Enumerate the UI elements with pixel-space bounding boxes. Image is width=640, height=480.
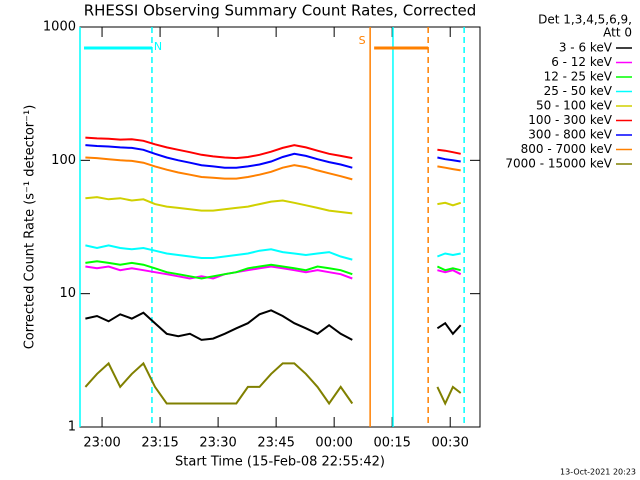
header: Det 1,3,4,5,6,9,: [538, 13, 632, 27]
flag-label: S: [359, 34, 366, 47]
x-tick-label: 23:00: [83, 436, 120, 451]
chart-title: RHESSI Observing Summary Count Rates, Co…: [84, 2, 477, 20]
header: Att 0: [603, 26, 632, 40]
x-tick-label: 00:30: [431, 436, 468, 451]
x-axis-label: Start Time (15-Feb-08 22:55:42): [175, 455, 385, 470]
series-line: [85, 265, 462, 280]
legend-label: 12 - 25 keV: [544, 70, 613, 84]
x-tick-label: 23:30: [199, 436, 236, 451]
footer: 13-Oct-2021 20:23: [560, 468, 636, 477]
series-line: [85, 156, 461, 181]
legend-label: 800 - 7000 keV: [521, 142, 613, 156]
series-line: [84, 361, 462, 406]
series-line: [85, 144, 461, 169]
x-tick-label: 23:15: [141, 436, 178, 451]
legend-label: 25 - 50 keV: [544, 84, 613, 98]
y-tick-label: 1: [68, 420, 76, 435]
x-tick-label: 00:15: [373, 436, 410, 451]
y-tick-label: 1000: [43, 20, 76, 35]
legend-label: 3 - 6 keV: [559, 41, 613, 55]
y-tick-label: 10: [59, 286, 76, 301]
legend-label: 6 - 12 keV: [551, 55, 613, 69]
x-tick-label: 23:45: [257, 436, 294, 451]
x-tick-label: 00:00: [315, 436, 352, 451]
y-tick-label: 100: [51, 153, 76, 168]
legend-label: 7000 - 15000 keV: [505, 157, 612, 171]
series-line: [85, 136, 461, 160]
legend-label: 100 - 300 keV: [528, 113, 612, 127]
series-line: [85, 196, 462, 215]
flag-label: N: [154, 40, 162, 53]
series-line: [85, 260, 461, 280]
legend-label: 50 - 100 keV: [536, 99, 613, 113]
series-line: [85, 309, 462, 341]
y-axis-label: Corrected Count Rate (s⁻¹ detector⁻¹): [23, 105, 38, 350]
legend-label: 300 - 800 keV: [528, 128, 612, 142]
series-line: [85, 244, 461, 261]
